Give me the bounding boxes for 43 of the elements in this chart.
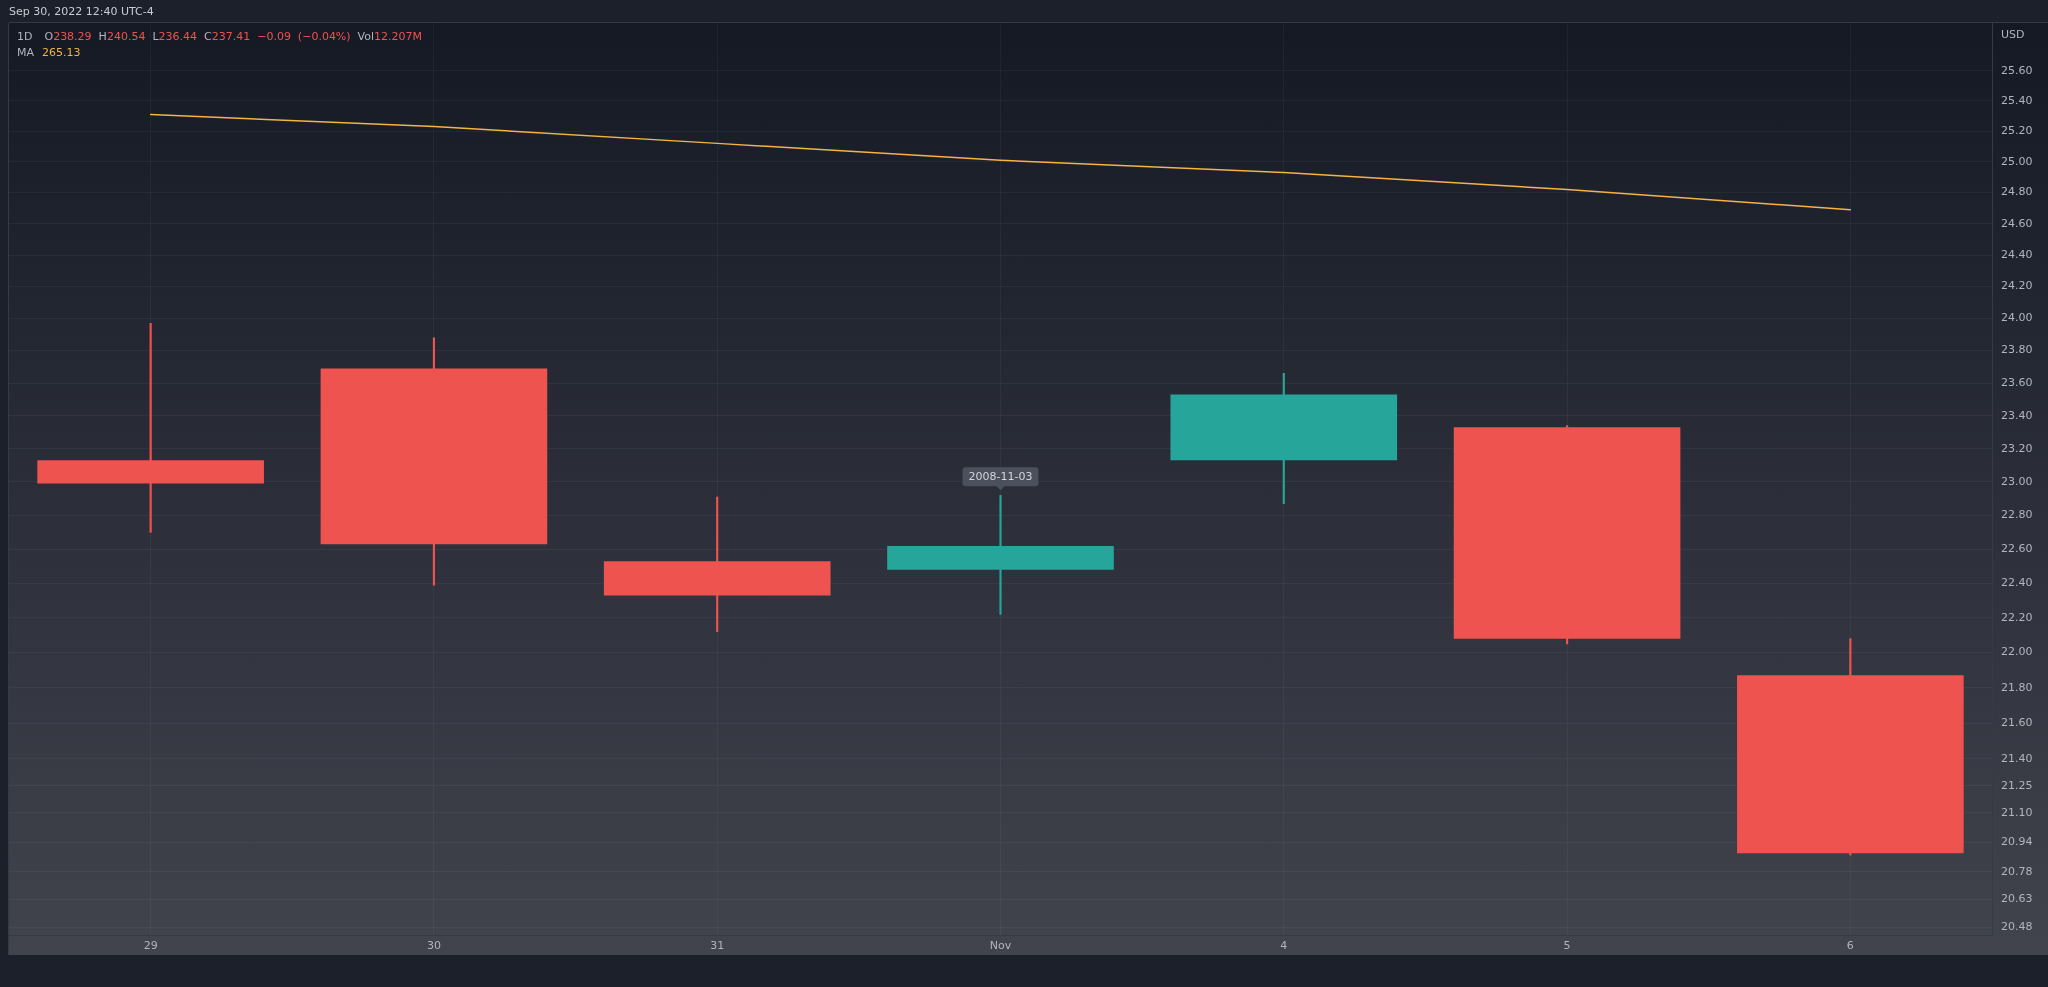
y-tick-label: 25.40: [2001, 93, 2033, 107]
y-tick-label: 24.20: [2001, 279, 2033, 293]
y-tick-label: 20.48: [2001, 920, 2033, 934]
y-tick-label: 21.25: [2001, 778, 2033, 792]
y-tick-label: 25.20: [2001, 124, 2033, 138]
x-tick-label: 5: [1563, 939, 1571, 953]
y-tick-label: 20.78: [2001, 864, 2033, 878]
annotation: 265.13: [42, 45, 81, 59]
y-tick-label: 23.20: [2001, 441, 2033, 455]
y-tick-label: 23.40: [2001, 408, 2033, 422]
y-tick-label: 24.00: [2001, 311, 2033, 325]
x-tick-label: Nov: [989, 939, 1012, 953]
x-tick-label: 31: [710, 939, 725, 953]
y-tick-label: 23.60: [2001, 375, 2033, 389]
x-tick-label: 6: [1846, 939, 1854, 953]
y-tick-label: 23.00: [2001, 474, 2033, 488]
y-tick-label: 22.00: [2001, 645, 2033, 659]
y-tick-label: 24.40: [2001, 247, 2033, 261]
y-tick-label: 24.60: [2001, 216, 2033, 230]
y-tick-label: 25.60: [2001, 63, 2033, 77]
y-tick-label: 22.80: [2001, 508, 2033, 522]
y-tick-label: 23.80: [2001, 343, 2033, 357]
y-tick-label: 25.00: [2001, 154, 2033, 168]
y-tick-label: 20.94: [2001, 835, 2033, 849]
text: 1D: [17, 29, 33, 43]
y-tick-label: 21.10: [2001, 805, 2033, 819]
y-tick-label: 21.40: [2001, 751, 2033, 765]
x-tick-label: 29: [143, 939, 158, 953]
text: O238.29 H240.54 L236.44 C237.41 −0.09 (−0.04%) Vol12.207M: [44, 29, 423, 43]
y-tick-label: 21.60: [2001, 715, 2033, 729]
text: MA: [17, 45, 35, 59]
y-tick-label: 22.20: [2001, 610, 2033, 624]
candlestick: [887, 494, 1114, 615]
x-tick-label: 30: [426, 939, 441, 953]
y-tick-label: 22.60: [2001, 542, 2033, 556]
annotation: 2008-11-03: [968, 470, 1033, 484]
text: Sep 30, 2022 12:40 UTC-4: [9, 4, 154, 18]
y-tick-label: 21.80: [2001, 680, 2033, 694]
y-tick-label: 24.80: [2001, 185, 2033, 199]
x-tick-label: 4: [1280, 939, 1288, 953]
y-tick-label: 20.63: [2001, 892, 2033, 906]
y-tick-label: 22.40: [2001, 576, 2033, 590]
y-axis-title: USD: [2001, 27, 2025, 41]
